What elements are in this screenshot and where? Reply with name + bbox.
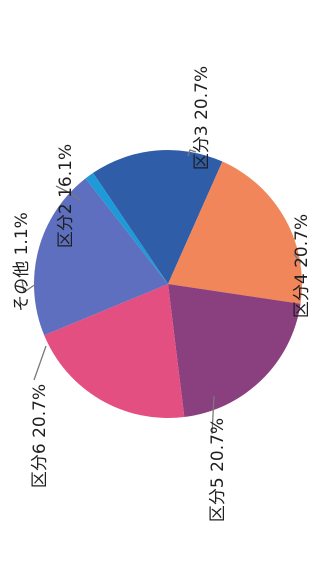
- slice-label-3: 区分4 20.7%: [292, 214, 312, 318]
- slice-label-5: 区分6 20.7%: [30, 384, 50, 488]
- pie-slice-4: [44, 284, 185, 418]
- pie-slice-6: [85, 172, 168, 284]
- slice-label-4: 区分5 20.7%: [208, 418, 228, 522]
- slice-label-1: 区分2 16.1%: [56, 144, 76, 248]
- pie-slices: [33, 150, 303, 418]
- pie-slice-3: [168, 284, 301, 417]
- leader-line-2: [187, 149, 197, 157]
- leader-line-5: [33, 345, 47, 381]
- pie-labels: 区分2 16.1% 区分3 20.7% 区分4 20.7% 区分5 20.7% 区分6 …: [12, 66, 312, 522]
- slice-label-6: その他 1.1%: [12, 212, 32, 312]
- slice-label-2: 区分3 20.7%: [192, 66, 212, 170]
- pie-slice-1: [93, 150, 223, 284]
- pie-slice-5: [33, 178, 168, 336]
- leader-line-1: [55, 185, 81, 201]
- leader-line-3: [293, 253, 301, 264]
- pie-slice-2: [168, 161, 303, 304]
- leader-line-4: [211, 395, 215, 435]
- leader-line-6: [21, 279, 37, 294]
